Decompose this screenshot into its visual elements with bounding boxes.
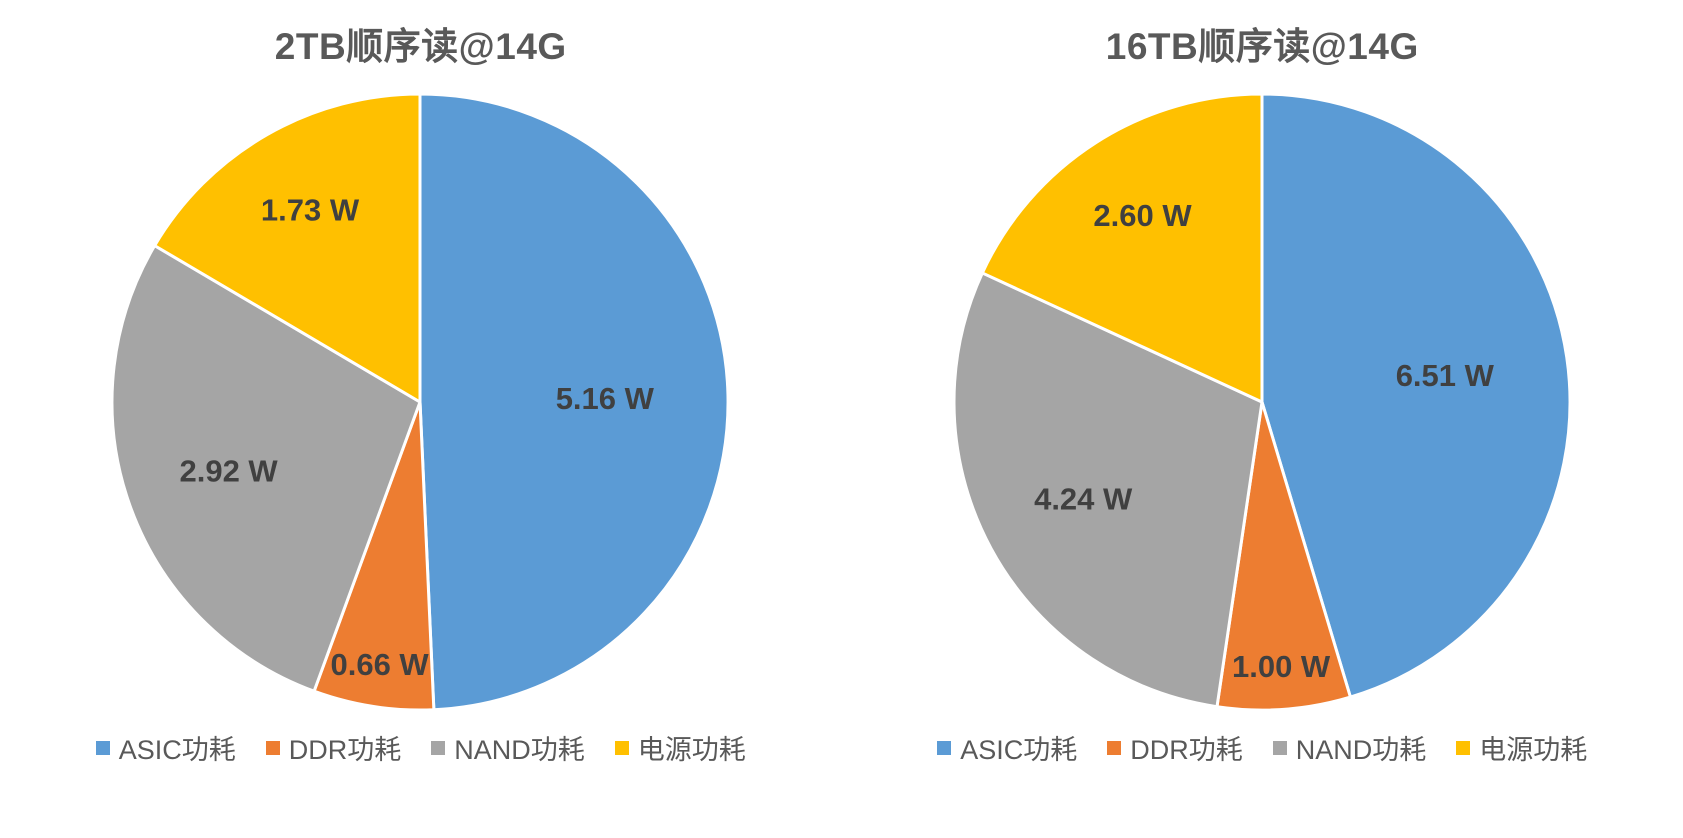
legend-label-ddr: DDR功耗 [1130, 735, 1243, 765]
legend-label-power: 电源功耗 [637, 735, 746, 765]
data-label-ddr: 0.66 W [331, 647, 430, 682]
legend-label-ddr: DDR功耗 [288, 735, 402, 765]
legend-swatch-power [1456, 740, 1471, 755]
chart-panel-2tb: 2TB顺序读@14G 5.16 W 0.66 W 2.92 W 1.73 W ASIC… [0, 26, 842, 767]
pie-chart-16tb: 6.51 W 1.00 W 4.24 W 2.60 W [952, 92, 1572, 712]
legend-item-nand: NAND功耗 [1272, 728, 1427, 767]
legend-label-asic: ASIC功耗 [960, 735, 1078, 765]
chart-title-16tb: 16TB顺序读@14G [1105, 26, 1419, 67]
legend-label-nand: NAND功耗 [454, 735, 585, 765]
data-label-nand: 2.92 W [180, 454, 279, 489]
chart-panel-16tb: 16TB顺序读@14G 6.51 W 1.00 W 4.24 W 2.60 W ASI… [842, 0, 1683, 838]
legend-label-nand: NAND功耗 [1295, 735, 1427, 765]
legend-swatch-ddr [1107, 740, 1122, 755]
pie-slice-asic [1260, 92, 1572, 699]
legend-swatch-asic [95, 740, 110, 755]
pie-slice-nand [952, 271, 1264, 709]
data-label-ddr: 1.00 W [1232, 649, 1331, 684]
legend-item-ddr: DDR功耗 [265, 728, 402, 767]
legend-2tb: ASIC功耗 DDR功耗 NAND功耗 电源功耗 [0, 728, 842, 767]
legend-item-ddr: DDR功耗 [1107, 728, 1243, 767]
data-label-asic: 5.16 W [556, 381, 655, 416]
pie-slice-power [153, 92, 422, 404]
legend-swatch-nand [1272, 740, 1287, 755]
legend-swatch-asic [937, 740, 952, 755]
data-label-asic: 6.51 W [1395, 358, 1494, 393]
data-label-power: 2.60 W [1093, 198, 1192, 233]
legend-label-power: 电源功耗 [1479, 735, 1588, 765]
pie-chart-2tb: 5.16 W 0.66 W 2.92 W 1.73 W [110, 92, 730, 712]
legend-16tb: ASIC功耗 DDR功耗 NAND功耗 电源功耗 [842, 728, 1683, 767]
data-label-nand: 4.24 W [1034, 482, 1133, 517]
chart-title-2tb: 2TB顺序读@14G [274, 26, 567, 67]
legend-item-power: 电源功耗 [1456, 728, 1587, 767]
data-label-power: 1.73 W [261, 193, 360, 228]
pie-slice-ddr [312, 400, 436, 712]
pie-slice-ddr [1215, 400, 1352, 712]
legend-swatch-ddr [265, 740, 280, 755]
legend-label-asic: ASIC功耗 [118, 735, 236, 765]
legend-item-asic: ASIC功耗 [95, 728, 236, 767]
legend-item-power: 电源功耗 [614, 728, 746, 767]
legend-item-nand: NAND功耗 [431, 728, 585, 767]
legend-item-asic: ASIC功耗 [937, 728, 1077, 767]
pie-slice-asic [418, 92, 730, 712]
legend-swatch-nand [431, 740, 446, 755]
pie-slice-power [980, 92, 1264, 404]
legend-swatch-power [614, 740, 629, 755]
